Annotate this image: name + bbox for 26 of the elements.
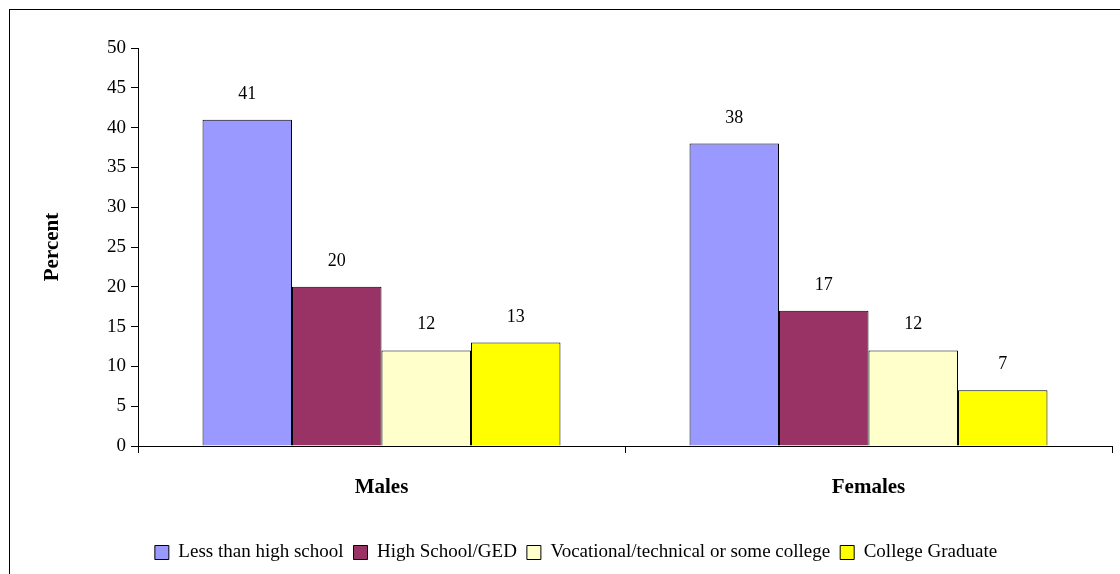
data-label: 13 xyxy=(506,305,525,326)
legend-label: Vocational/technical or some college xyxy=(550,540,831,562)
data-label: 20 xyxy=(327,249,346,270)
data-label: 12 xyxy=(904,313,923,334)
y-tick-label: 50 xyxy=(107,35,126,57)
y-tick-label: 15 xyxy=(107,314,126,336)
y-tick-label: 25 xyxy=(107,234,126,256)
y-tick-label: 40 xyxy=(107,115,126,137)
y-tick-label: 10 xyxy=(107,354,126,376)
y-tick-label: 30 xyxy=(107,195,126,217)
data-label: 12 xyxy=(417,313,436,334)
y-tick-label: 20 xyxy=(107,274,126,296)
y-axis-title: Percent xyxy=(39,212,64,282)
legend-label: High School/GED xyxy=(377,540,517,562)
x-tick-label: Females xyxy=(831,474,906,499)
data-label: 7 xyxy=(998,353,1008,374)
y-tick-label: 0 xyxy=(116,433,126,455)
data-label: 41 xyxy=(238,82,257,103)
y-tick-label: 5 xyxy=(116,394,126,416)
data-label: 38 xyxy=(725,106,744,127)
data-label: 17 xyxy=(814,273,833,294)
x-tick-label: Males xyxy=(354,474,409,499)
legend-label: Less than high school xyxy=(178,540,344,562)
legend-label: College Graduate xyxy=(863,540,998,562)
y-tick-label: 35 xyxy=(107,155,126,177)
y-tick-label: 45 xyxy=(107,75,126,97)
